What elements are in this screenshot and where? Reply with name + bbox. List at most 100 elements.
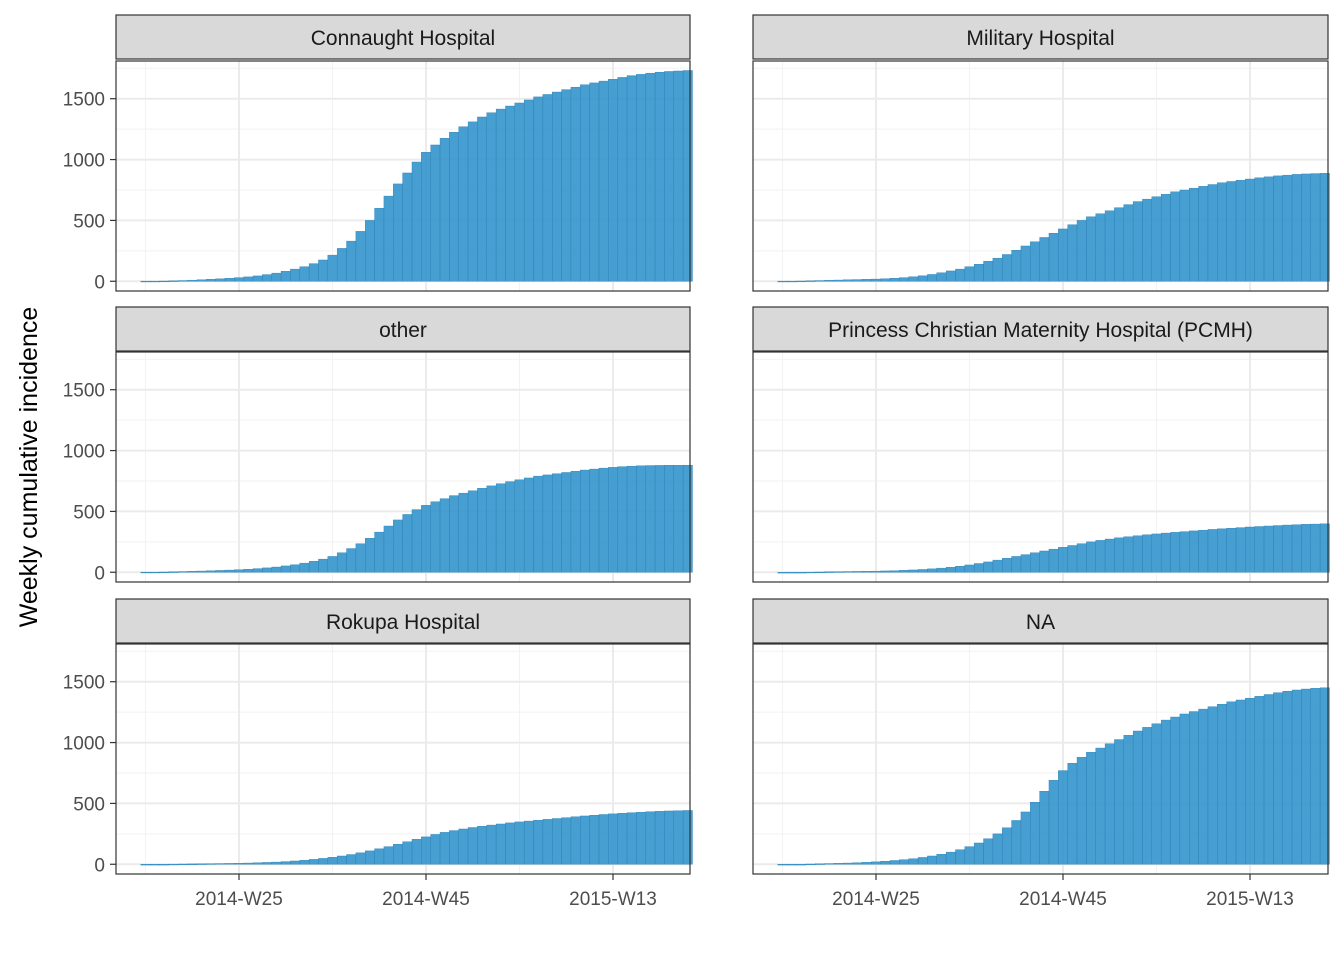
bar bbox=[899, 859, 909, 865]
bar bbox=[308, 561, 319, 573]
bar bbox=[486, 112, 497, 282]
bar bbox=[936, 854, 947, 865]
bar bbox=[561, 472, 572, 573]
bar bbox=[327, 857, 338, 865]
bar bbox=[1114, 537, 1124, 573]
bar bbox=[1263, 176, 1274, 282]
bar bbox=[421, 152, 431, 282]
y-tick-label: 1500 bbox=[63, 673, 105, 694]
y-tick-label: 0 bbox=[94, 563, 105, 584]
bar bbox=[365, 537, 375, 573]
bar bbox=[1058, 547, 1068, 573]
bar bbox=[664, 465, 674, 573]
bar bbox=[1039, 550, 1050, 573]
bar bbox=[927, 568, 937, 573]
bar bbox=[243, 276, 254, 282]
bar bbox=[889, 278, 900, 282]
bar bbox=[1189, 530, 1199, 573]
bar bbox=[608, 467, 618, 573]
bar bbox=[777, 864, 788, 866]
y-tick-label: 500 bbox=[73, 502, 105, 523]
bar bbox=[252, 862, 263, 865]
bar bbox=[187, 863, 198, 865]
bar bbox=[983, 561, 994, 573]
bar bbox=[149, 571, 160, 574]
bar bbox=[1235, 180, 1246, 282]
panel-border bbox=[752, 643, 1329, 875]
bar bbox=[908, 276, 919, 282]
bar bbox=[346, 240, 357, 282]
bar bbox=[196, 570, 207, 573]
bar bbox=[449, 830, 459, 865]
bar bbox=[1002, 558, 1012, 573]
bar bbox=[626, 465, 637, 573]
bar bbox=[1198, 186, 1209, 282]
bar bbox=[552, 91, 562, 282]
bar bbox=[486, 485, 497, 573]
bar bbox=[477, 826, 487, 865]
bar bbox=[1048, 548, 1059, 573]
bar bbox=[589, 468, 600, 573]
bar bbox=[1067, 545, 1078, 573]
bar bbox=[505, 481, 516, 573]
bar bbox=[1235, 527, 1246, 573]
bar bbox=[673, 465, 684, 573]
bar bbox=[1179, 531, 1190, 573]
bar bbox=[1207, 706, 1218, 865]
bar bbox=[206, 863, 216, 865]
bar bbox=[833, 863, 844, 865]
bar bbox=[1058, 770, 1068, 865]
bar bbox=[786, 280, 797, 283]
bar bbox=[374, 531, 385, 573]
facet-strip bbox=[752, 14, 1329, 60]
facet-strip bbox=[115, 306, 691, 352]
bar bbox=[1273, 692, 1283, 865]
bar bbox=[411, 161, 422, 282]
bar bbox=[1020, 554, 1031, 573]
bar bbox=[843, 862, 853, 865]
bar bbox=[215, 570, 226, 573]
bar bbox=[1151, 533, 1162, 573]
bar bbox=[365, 220, 375, 282]
bar bbox=[1151, 723, 1162, 865]
bar bbox=[908, 858, 919, 865]
bar bbox=[608, 79, 618, 282]
bar bbox=[336, 855, 347, 865]
bar bbox=[796, 864, 807, 866]
bar bbox=[1076, 220, 1087, 282]
bar bbox=[1282, 174, 1293, 282]
bar bbox=[430, 501, 441, 573]
bar bbox=[355, 231, 366, 282]
x-tick-label: 2014-W45 bbox=[1019, 889, 1107, 910]
bar bbox=[1310, 173, 1321, 282]
bar bbox=[1151, 196, 1162, 282]
bar bbox=[1198, 529, 1209, 573]
bar bbox=[262, 567, 272, 573]
bar bbox=[1114, 739, 1124, 865]
bar bbox=[299, 562, 310, 573]
bar bbox=[805, 280, 816, 282]
bar bbox=[1245, 697, 1255, 865]
bar bbox=[871, 861, 881, 865]
bar bbox=[955, 565, 966, 573]
bar bbox=[411, 839, 422, 865]
bar bbox=[1095, 213, 1106, 282]
bar bbox=[880, 861, 891, 865]
bar bbox=[393, 519, 403, 573]
bar bbox=[1310, 523, 1321, 573]
bar bbox=[196, 279, 207, 282]
bar bbox=[1114, 207, 1124, 282]
bar bbox=[1132, 730, 1143, 865]
bar bbox=[861, 571, 872, 573]
bar bbox=[486, 824, 497, 865]
bar bbox=[1319, 523, 1330, 573]
bar bbox=[1002, 254, 1012, 282]
bar bbox=[871, 570, 881, 573]
bar bbox=[402, 514, 413, 573]
x-tick-label: 2015-W13 bbox=[1206, 889, 1294, 910]
bar bbox=[467, 121, 478, 282]
bar bbox=[318, 558, 329, 573]
bar bbox=[280, 271, 291, 282]
bar bbox=[833, 279, 844, 282]
